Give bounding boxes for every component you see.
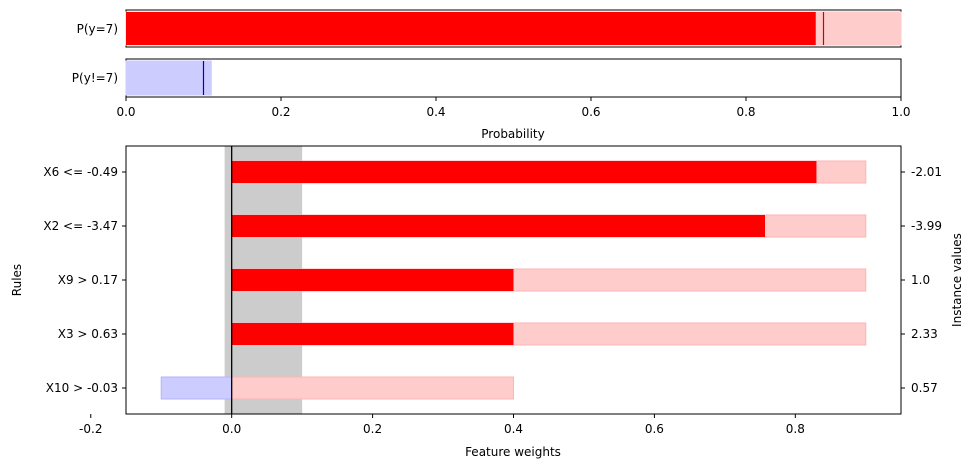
feature-weights-axis-label: Feature weights: [465, 445, 561, 459]
weight-bar: [231, 323, 514, 345]
instance-value-label: 1.0: [911, 273, 930, 287]
category-label: P(y!=7): [72, 71, 118, 85]
probability-bar: [126, 12, 816, 45]
probability-interval-bar: [125, 60, 212, 96]
weight-bar: [231, 161, 817, 183]
rule-label: X10 > -0.03: [46, 381, 118, 395]
instance-value-label: -3.99: [911, 219, 942, 233]
probability-panel-1: P(y=7): [77, 9, 902, 48]
x-tick-label: 0.6: [581, 105, 600, 119]
weight-bar: [231, 215, 766, 237]
rule-label: X6 <= -0.49: [43, 165, 118, 179]
x-tick-label: 0.8: [786, 422, 805, 436]
instance-value-label: 0.57: [911, 381, 938, 395]
x-tick-label: 0.0: [222, 422, 241, 436]
probability-panel-2: P(y!=7) 0.0 0.2 0.4 0.6 0.8 1.0 Probability: [72, 58, 911, 141]
rules-axis-label: Rules: [10, 264, 24, 296]
feature-weights-panel: X6 <= -0.49 -2.01 X2 <= -3.47 -3.99 X9 > 0.1…: [10, 145, 964, 459]
x-tick-label: 1.0: [891, 105, 910, 119]
panel-2-frame: [125, 58, 902, 98]
x-tick-label: 0.0: [116, 105, 135, 119]
rule-label: X2 <= -3.47: [43, 219, 118, 233]
category-label: P(y=7): [77, 22, 118, 36]
x-tick-label: 0.2: [271, 105, 290, 119]
rule-label: X3 > 0.63: [58, 327, 118, 341]
instance-value-label: -2.01: [911, 165, 942, 179]
x-tick-label: -0.2: [79, 422, 102, 436]
instance-value-label: 2.33: [911, 327, 938, 341]
weight-interval-bar: [231, 376, 514, 400]
probability-axis-label: Probability: [481, 127, 544, 141]
rule-label: X9 > 0.17: [58, 273, 118, 287]
x-tick-label: 0.4: [426, 105, 445, 119]
weight-bar: [231, 269, 514, 291]
x-tick-label: 0.6: [645, 422, 664, 436]
x-tick-label: 0.4: [504, 422, 523, 436]
x-tick-label: 0.8: [736, 105, 755, 119]
x-tick-label: 0.2: [363, 422, 382, 436]
instance-values-axis-label: Instance values: [950, 233, 964, 327]
negative-interval-bar: [160, 376, 233, 400]
